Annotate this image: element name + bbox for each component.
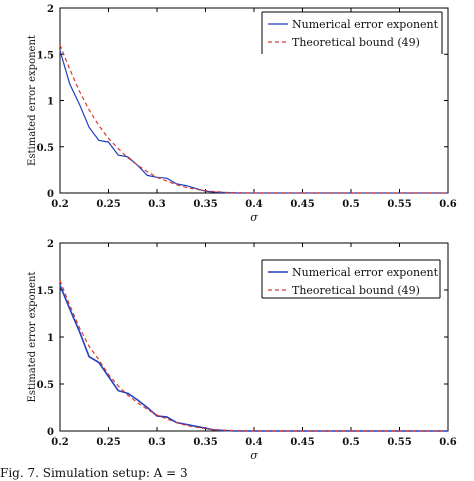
- legend: Numerical error exponent Theoretical boun…: [261, 11, 443, 54]
- y-axis-label: Estimated error exponent: [27, 35, 38, 166]
- x-axis-label: σ: [250, 211, 258, 224]
- y-tick-label: 0.5: [37, 143, 54, 154]
- legend-label-theoretical: Theoretical bound (49): [292, 36, 420, 49]
- y-tick-label: 2: [47, 239, 54, 250]
- x-tick-label: 0.25: [96, 199, 120, 210]
- x-tick-label: 0.35: [193, 437, 217, 448]
- legend-label-theoretical: Theoretical bound (49): [292, 284, 420, 297]
- x-tick-label: 0.5: [342, 199, 359, 210]
- legend-label-numerical: Numerical error exponent: [292, 266, 439, 279]
- x-tick-label: 0.55: [387, 199, 411, 210]
- x-tick-label: 0.35: [193, 199, 217, 210]
- legend-background: [262, 260, 440, 298]
- x-tick-label: 0.3: [148, 199, 165, 210]
- y-tick-label: 1: [47, 97, 54, 108]
- legend-background: [262, 12, 442, 54]
- y-tick-label: 1.5: [37, 286, 54, 297]
- figure-caption: Fig. 7. Simulation setup: A = 3: [0, 466, 188, 480]
- y-tick-label: 2: [47, 4, 54, 15]
- chart-panel-2: 0.2 0.25 0.3 0.35 0.4 0.45 0.5 0.55 0.6 0 0.5 1 1.5 2…: [27, 239, 457, 462]
- legend: Numerical error exponent Theoretical boun…: [261, 259, 441, 299]
- x-tick-label: 0.3: [148, 437, 165, 448]
- x-tick-label: 0.6: [439, 199, 456, 210]
- x-tick-label: 0.4: [245, 199, 262, 210]
- x-tick-label: 0.5: [342, 437, 359, 448]
- x-axis-label: σ: [250, 449, 258, 462]
- x-tick-label: 0.45: [290, 437, 314, 448]
- y-tick-label: 1.5: [37, 50, 54, 61]
- x-tick-label: 0.45: [290, 199, 314, 210]
- x-tick-label: 0.2: [51, 199, 68, 210]
- x-tick-label: 0.55: [387, 437, 411, 448]
- x-tick-label: 0.2: [51, 437, 68, 448]
- y-tick-label: 0: [47, 427, 54, 438]
- numerical-series-line: [59, 50, 448, 194]
- y-tick-label: 0.5: [37, 380, 54, 391]
- numerical-series-line: [59, 284, 448, 432]
- x-tick-label: 0.25: [96, 437, 120, 448]
- legend-label-numerical: Numerical error exponent: [292, 18, 439, 31]
- y-tick-label: 0: [47, 189, 54, 200]
- theoretical-series-line: [59, 280, 448, 432]
- theoretical-series-line: [59, 44, 448, 194]
- chart-panel-1: 0.2 0.25 0.3 0.35 0.4 0.45 0.5 0.55 0.6 0 0.5 1 1.5 2…: [27, 4, 457, 224]
- y-tick-label: 1: [47, 333, 54, 344]
- figure: 0.2 0.25 0.3 0.35 0.4 0.45 0.5 0.55 0.6 0 0.5 1 1.5 2…: [27, 4, 457, 462]
- x-tick-label: 0.4: [245, 437, 262, 448]
- y-axis-label: Estimated error exponent: [27, 272, 38, 403]
- x-tick-label: 0.6: [439, 437, 456, 448]
